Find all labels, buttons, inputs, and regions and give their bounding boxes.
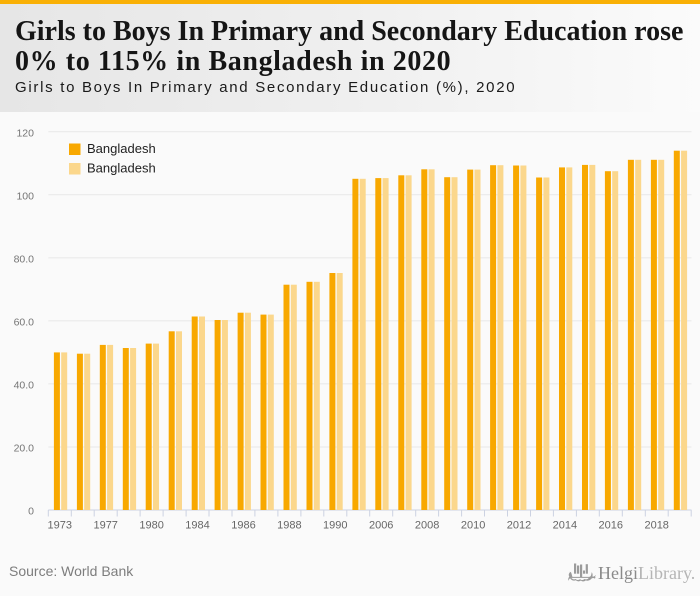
svg-text:20.0: 20.0: [14, 443, 35, 455]
svg-text:2006: 2006: [369, 520, 393, 532]
svg-text:2016: 2016: [599, 520, 623, 532]
svg-text:Bangladesh: Bangladesh: [87, 141, 156, 156]
svg-text:120: 120: [16, 127, 34, 139]
svg-text:2010: 2010: [461, 520, 485, 532]
svg-text:Bangladesh: Bangladesh: [87, 161, 156, 176]
svg-text:80.0: 80.0: [14, 253, 35, 265]
svg-text:1988: 1988: [277, 520, 301, 532]
svg-text:60.0: 60.0: [14, 316, 35, 328]
svg-text:1990: 1990: [323, 520, 347, 532]
svg-text:1986: 1986: [231, 520, 255, 532]
svg-text:2014: 2014: [553, 520, 577, 532]
svg-text:1977: 1977: [93, 520, 117, 532]
svg-text:0: 0: [28, 506, 34, 518]
svg-text:2008: 2008: [415, 520, 439, 532]
svg-text:1973: 1973: [48, 520, 72, 532]
svg-text:1980: 1980: [139, 520, 163, 532]
svg-text:2018: 2018: [644, 520, 668, 532]
svg-text:40.0: 40.0: [14, 379, 35, 391]
svg-text:100: 100: [16, 190, 34, 202]
svg-text:2012: 2012: [507, 520, 531, 532]
svg-text:1984: 1984: [185, 520, 209, 532]
